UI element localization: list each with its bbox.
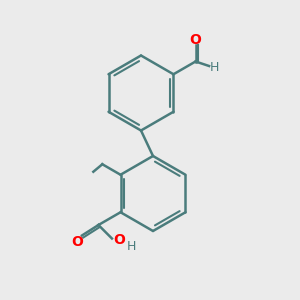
Text: O: O [190, 34, 202, 47]
Text: O: O [71, 235, 83, 249]
Text: H: H [210, 61, 219, 74]
Text: O: O [113, 233, 125, 247]
Text: H: H [127, 239, 136, 253]
